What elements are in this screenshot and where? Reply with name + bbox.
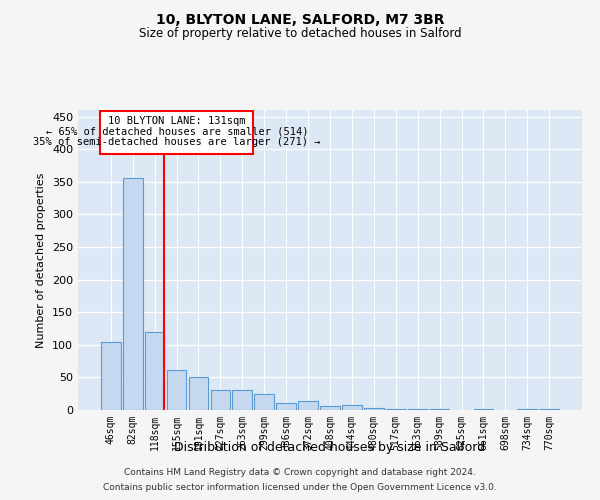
- Bar: [276, 403, 296, 410]
- Bar: [320, 406, 340, 410]
- Bar: [342, 406, 362, 410]
- Bar: [101, 342, 121, 410]
- Bar: [254, 394, 274, 410]
- Bar: [145, 332, 164, 410]
- Bar: [167, 370, 187, 410]
- Text: Size of property relative to detached houses in Salford: Size of property relative to detached ho…: [139, 28, 461, 40]
- Text: 35% of semi-detached houses are larger (271) →: 35% of semi-detached houses are larger (…: [33, 137, 320, 147]
- Text: 10, BLYTON LANE, SALFORD, M7 3BR: 10, BLYTON LANE, SALFORD, M7 3BR: [156, 12, 444, 26]
- Bar: [232, 390, 252, 410]
- Text: ← 65% of detached houses are smaller (514): ← 65% of detached houses are smaller (51…: [46, 126, 308, 136]
- Y-axis label: Number of detached properties: Number of detached properties: [37, 172, 46, 348]
- Bar: [364, 408, 384, 410]
- Bar: [188, 378, 208, 410]
- Bar: [123, 178, 143, 410]
- Text: Distribution of detached houses by size in Salford: Distribution of detached houses by size …: [175, 441, 485, 454]
- Text: Contains public sector information licensed under the Open Government Licence v3: Contains public sector information licen…: [103, 483, 497, 492]
- Text: Contains HM Land Registry data © Crown copyright and database right 2024.: Contains HM Land Registry data © Crown c…: [124, 468, 476, 477]
- Bar: [539, 408, 559, 410]
- FancyBboxPatch shape: [100, 112, 253, 154]
- Bar: [473, 408, 493, 410]
- Bar: [211, 390, 230, 410]
- Bar: [298, 401, 318, 410]
- Text: 10 BLYTON LANE: 131sqm: 10 BLYTON LANE: 131sqm: [108, 116, 245, 126]
